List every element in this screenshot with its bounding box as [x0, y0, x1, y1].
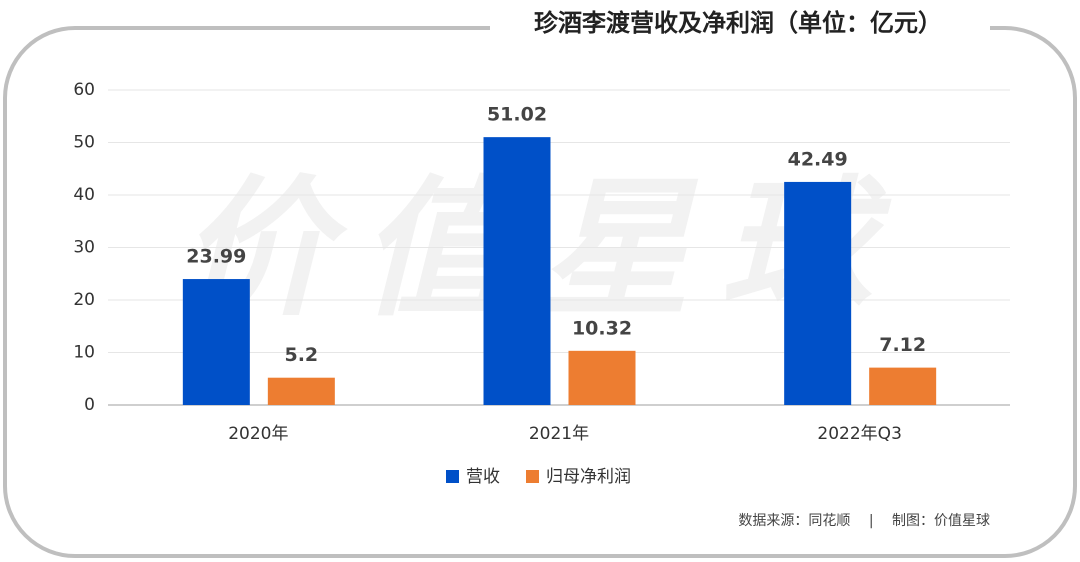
y-tick-label: 60	[73, 80, 95, 100]
data-label: 51.02	[487, 104, 547, 126]
y-tick-label: 40	[73, 185, 95, 205]
bar	[784, 181, 852, 405]
legend-swatch	[446, 470, 459, 483]
chart-title: 珍酒李渡营收及净利润（单位：亿元）	[534, 9, 942, 37]
source-note: 数据来源：同花顺 | 制图：价值星球	[738, 513, 990, 529]
y-tick-label: 20	[73, 290, 95, 310]
data-label: 10.32	[572, 317, 632, 339]
y-tick-label: 30	[73, 238, 95, 258]
data-label: 5.2	[284, 344, 318, 366]
y-tick-label: 10	[73, 343, 95, 363]
bar	[568, 350, 636, 405]
data-label: 7.12	[879, 334, 926, 356]
bar	[267, 377, 335, 405]
legend-label: 归母净利润	[546, 467, 631, 487]
bar	[869, 367, 937, 405]
y-tick-label: 0	[84, 395, 95, 415]
x-tick-label: 2021年	[529, 424, 589, 444]
x-tick-label: 2020年	[228, 424, 288, 444]
data-label: 23.99	[186, 246, 246, 268]
x-tick-label: 2022年Q3	[817, 424, 901, 444]
title-gap	[490, 10, 990, 46]
legend-swatch	[526, 470, 539, 483]
data-label: 42.49	[788, 148, 848, 170]
y-tick-label: 50	[73, 133, 95, 153]
bar	[182, 279, 250, 405]
bar	[483, 137, 551, 405]
legend-label: 营收	[466, 467, 500, 487]
